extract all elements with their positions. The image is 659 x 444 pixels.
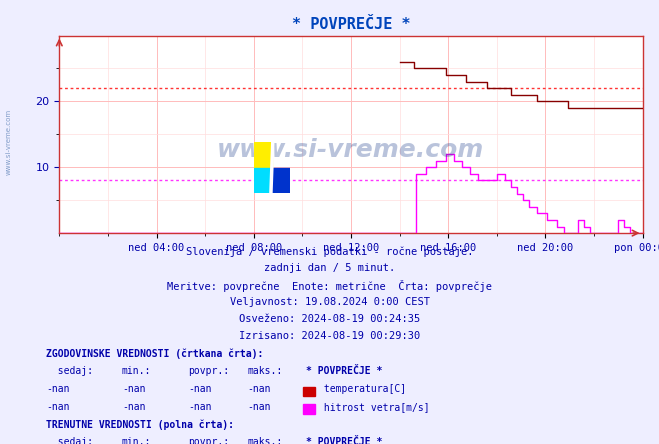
Text: Slovenija / vremenski podatki - ročne postaje.: Slovenija / vremenski podatki - ročne po… <box>186 246 473 257</box>
Text: Izrisano: 2024-08-19 00:29:30: Izrisano: 2024-08-19 00:29:30 <box>239 331 420 341</box>
Text: -nan: -nan <box>46 402 70 412</box>
Bar <box>254 142 272 168</box>
Text: Veljavnost: 19.08.2024 0:00 CEST: Veljavnost: 19.08.2024 0:00 CEST <box>229 297 430 307</box>
Text: TRENUTNE VREDNOSTI (polna črta):: TRENUTNE VREDNOSTI (polna črta): <box>46 420 234 430</box>
Text: zadnji dan / 5 minut.: zadnji dan / 5 minut. <box>264 263 395 274</box>
Text: Osveženo: 2024-08-19 00:24:35: Osveženo: 2024-08-19 00:24:35 <box>239 314 420 324</box>
Text: -nan: -nan <box>247 384 271 394</box>
Bar <box>254 168 272 193</box>
Text: temperatura[C]: temperatura[C] <box>318 384 407 394</box>
Text: min.:: min.: <box>122 366 152 377</box>
Text: -nan: -nan <box>247 402 271 412</box>
Text: sedaj:: sedaj: <box>46 437 93 444</box>
Text: -nan: -nan <box>46 384 70 394</box>
Bar <box>272 168 290 193</box>
Text: -nan: -nan <box>188 402 212 412</box>
Text: ZGODOVINSKE VREDNOSTI (črtkana črta):: ZGODOVINSKE VREDNOSTI (črtkana črta): <box>46 349 264 359</box>
Text: -nan: -nan <box>188 384 212 394</box>
Text: hitrost vetra[m/s]: hitrost vetra[m/s] <box>318 402 430 412</box>
Text: -nan: -nan <box>122 402 146 412</box>
Text: povpr.:: povpr.: <box>188 366 229 377</box>
Title: * POVPREČJE *: * POVPREČJE * <box>291 16 411 32</box>
Text: * POVPREČJE *: * POVPREČJE * <box>306 366 383 377</box>
Text: maks.:: maks.: <box>247 437 282 444</box>
Text: www.si-vreme.com: www.si-vreme.com <box>217 138 484 162</box>
Text: Meritve: povprečne  Enote: metrične  Črta: povprečje: Meritve: povprečne Enote: metrične Črta:… <box>167 280 492 292</box>
Text: sedaj:: sedaj: <box>46 366 93 377</box>
Text: min.:: min.: <box>122 437 152 444</box>
Text: * POVPREČJE *: * POVPREČJE * <box>306 437 383 444</box>
Text: -nan: -nan <box>122 384 146 394</box>
Text: maks.:: maks.: <box>247 366 282 377</box>
Text: www.si-vreme.com: www.si-vreme.com <box>5 109 12 175</box>
Text: povpr.:: povpr.: <box>188 437 229 444</box>
